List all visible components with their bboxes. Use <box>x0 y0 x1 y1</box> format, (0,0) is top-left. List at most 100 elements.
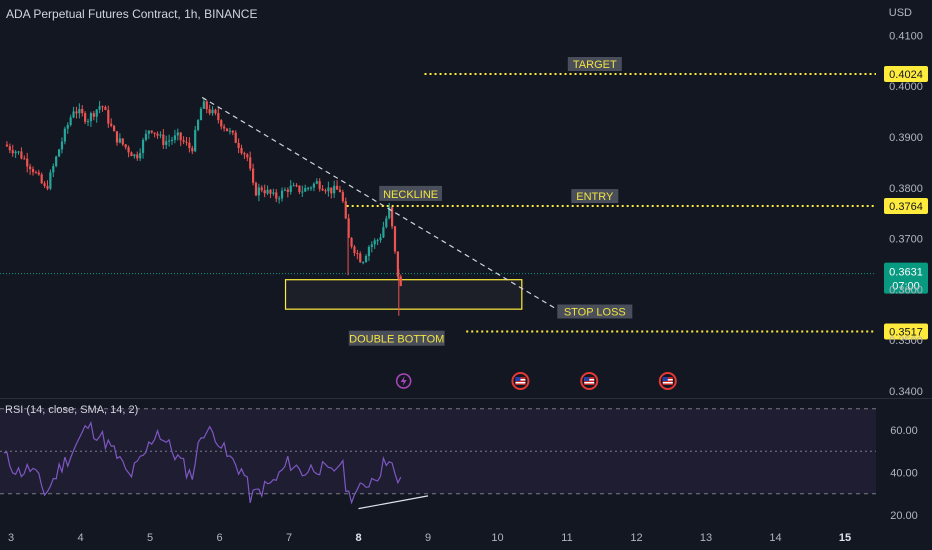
trendline[interactable] <box>201 96 561 312</box>
candle[interactable] <box>130 152 133 157</box>
candle[interactable] <box>60 141 64 150</box>
candle[interactable] <box>217 113 220 121</box>
candle[interactable] <box>52 165 55 173</box>
candle[interactable] <box>176 132 179 136</box>
candle[interactable] <box>156 133 159 136</box>
candle[interactable] <box>66 124 69 129</box>
candle[interactable] <box>196 120 200 130</box>
candle[interactable] <box>173 135 177 140</box>
candle[interactable] <box>89 113 93 122</box>
candle[interactable] <box>298 185 301 193</box>
candle[interactable] <box>168 140 171 142</box>
candle[interactable] <box>283 189 287 191</box>
candle[interactable] <box>324 190 327 192</box>
candle[interactable] <box>69 117 72 125</box>
candle[interactable] <box>159 134 162 136</box>
candle[interactable] <box>353 246 356 254</box>
candle[interactable] <box>153 132 156 134</box>
candle[interactable] <box>144 133 148 140</box>
candle[interactable] <box>141 139 145 153</box>
candle[interactable] <box>393 226 397 252</box>
candle[interactable] <box>257 187 260 196</box>
candle[interactable] <box>147 130 150 134</box>
candle[interactable] <box>121 138 124 145</box>
candle[interactable] <box>327 187 330 192</box>
candle[interactable] <box>330 187 333 194</box>
candle[interactable] <box>202 101 205 109</box>
candle[interactable] <box>356 253 359 255</box>
double-bottom-zone[interactable] <box>284 279 523 310</box>
candle[interactable] <box>165 141 168 145</box>
candle[interactable] <box>234 132 237 143</box>
candle[interactable] <box>333 185 336 194</box>
candle[interactable] <box>344 201 347 219</box>
candle[interactable] <box>188 142 191 149</box>
candle[interactable] <box>23 158 26 160</box>
candle[interactable] <box>75 111 78 114</box>
candle[interactable] <box>390 207 394 227</box>
candle[interactable] <box>81 108 84 114</box>
candle[interactable] <box>107 109 110 124</box>
candle[interactable] <box>367 246 371 257</box>
candle[interactable] <box>5 144 9 147</box>
candle[interactable] <box>399 276 402 287</box>
candle[interactable] <box>29 166 32 170</box>
candle[interactable] <box>112 125 116 132</box>
candle[interactable] <box>269 189 272 194</box>
candle[interactable] <box>104 106 107 110</box>
candle[interactable] <box>179 132 182 141</box>
candle[interactable] <box>37 172 40 175</box>
candle[interactable] <box>31 169 35 173</box>
candle[interactable] <box>382 227 385 238</box>
candle[interactable] <box>20 151 23 159</box>
candle[interactable] <box>40 174 43 184</box>
candle[interactable] <box>307 187 310 189</box>
candle[interactable] <box>266 189 269 194</box>
candle[interactable] <box>185 141 188 143</box>
candle[interactable] <box>162 134 165 145</box>
candle[interactable] <box>260 187 263 191</box>
candle[interactable] <box>101 106 104 108</box>
candle[interactable] <box>304 187 307 192</box>
candle[interactable] <box>240 148 243 154</box>
candle[interactable] <box>350 237 353 247</box>
candle[interactable] <box>275 192 278 199</box>
candle[interactable] <box>46 185 49 189</box>
candle[interactable] <box>359 253 362 263</box>
candle[interactable] <box>72 111 75 118</box>
candle[interactable] <box>251 168 255 183</box>
candle[interactable] <box>362 262 365 264</box>
candle[interactable] <box>214 109 217 114</box>
candle[interactable] <box>194 129 197 152</box>
rsi-line[interactable] <box>3 420 402 505</box>
candle[interactable] <box>295 185 298 187</box>
candle[interactable] <box>318 181 321 189</box>
candle[interactable] <box>379 237 382 241</box>
candle[interactable] <box>170 139 174 141</box>
candle[interactable] <box>341 192 344 202</box>
candle[interactable] <box>150 130 153 133</box>
candle[interactable] <box>84 113 87 122</box>
candle[interactable] <box>124 144 127 148</box>
candle[interactable] <box>237 142 240 149</box>
candle[interactable] <box>225 128 229 132</box>
candle[interactable] <box>231 130 234 133</box>
candle[interactable] <box>14 151 17 154</box>
candle[interactable] <box>309 187 313 189</box>
candle[interactable] <box>370 244 373 247</box>
candle[interactable] <box>373 240 376 245</box>
candle[interactable] <box>49 172 52 189</box>
candle[interactable] <box>95 109 98 117</box>
candle[interactable] <box>92 113 95 117</box>
candle[interactable] <box>86 121 90 123</box>
candle[interactable] <box>208 109 211 114</box>
candle[interactable] <box>249 157 252 169</box>
candle[interactable] <box>98 106 101 110</box>
candle[interactable] <box>133 154 136 157</box>
candle[interactable] <box>11 150 14 154</box>
candle[interactable] <box>338 189 342 193</box>
price-panel[interactable]: TARGET 0.4024 ENTRY 0.3764 STOP LOSS 0.3517 NE… <box>0 56 928 390</box>
candle[interactable] <box>289 185 292 192</box>
candle[interactable] <box>228 130 232 132</box>
candle[interactable] <box>246 154 249 158</box>
